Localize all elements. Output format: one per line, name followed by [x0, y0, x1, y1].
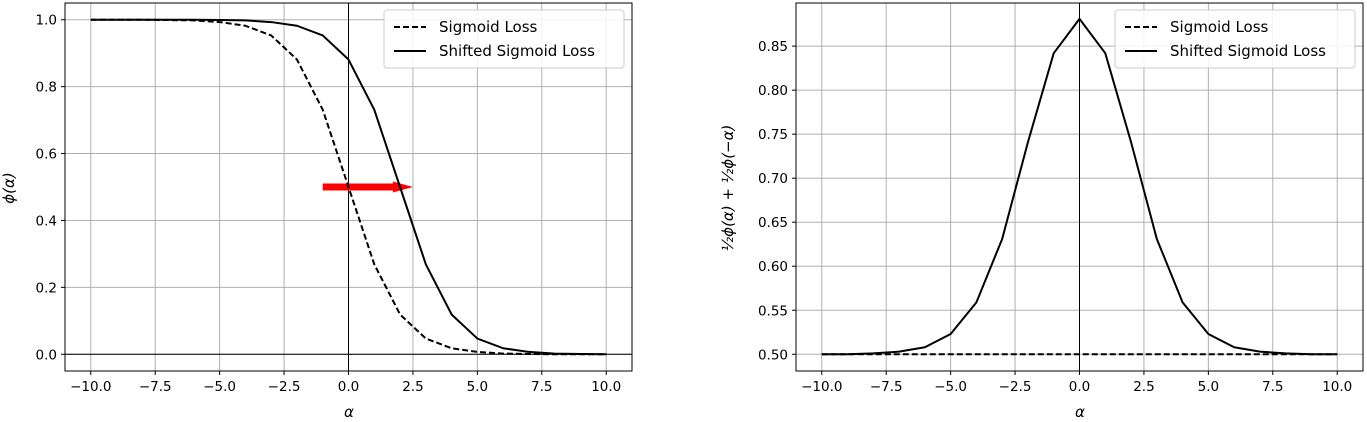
left-legend-label: Shifted Sigmoid Loss: [439, 42, 595, 60]
right-legend-box: [1114, 9, 1356, 69]
shift-arrow: [322, 181, 413, 193]
right-chart: ½ϕ(α) + ½ϕ(−α) α −10.0 −7.5 −5.0 −2.5 0.0 2.5…: [719, 2, 1364, 421]
right-y-tick-label: 0.55: [758, 303, 788, 319]
right-legend-label: Shifted Sigmoid Loss: [1170, 42, 1326, 60]
left-x-axis-label: α: [344, 403, 354, 421]
right-y-axis-label: ½ϕ(α) + ½ϕ(−α): [719, 125, 737, 252]
right-x-axis-label: α: [1075, 403, 1085, 421]
right-x-tick-label: 7.5: [1262, 379, 1283, 395]
left-y-tick-label: 0.6: [36, 147, 57, 163]
left-x-tick-label: 10.0: [591, 379, 621, 395]
left-legend: Sigmoid Loss Shifted Sigmoid Loss: [383, 9, 625, 69]
right-y-tick-label: 0.65: [758, 215, 788, 231]
left-x-tick-label: −10.0: [70, 379, 111, 395]
left-y-tick-label: 0.4: [36, 213, 57, 229]
right-legend: Sigmoid Loss Shifted Sigmoid Loss: [1114, 9, 1356, 69]
right-x-tick-label: 0.0: [1069, 379, 1090, 395]
left-y-tick-label: 0.8: [36, 80, 57, 96]
right-x-tick-label: 2.5: [1133, 379, 1154, 395]
right-x-tick-label: 5.0: [1198, 379, 1219, 395]
right-y-tick-label: 0.50: [758, 347, 788, 363]
left-x-tick-label: 2.5: [402, 379, 423, 395]
right-x-tick-label: 10.0: [1322, 379, 1352, 395]
right-x-tick-label: −2.5: [999, 379, 1032, 395]
right-x-tick-label: −7.5: [870, 379, 903, 395]
left-y-tick-label: 0.2: [36, 280, 57, 296]
right-series-shifted-sigmoid-loss: [821, 17, 1338, 356]
right-y-tick-label: 0.80: [758, 83, 788, 99]
left-y-axis-label: ϕ(α): [0, 172, 18, 204]
left-chart: ϕ(α) α −10.0 −7.5 −5.0 −2.5 0.0 2.5 5.0 7.5 10.0…: [0, 2, 633, 421]
left-x-tick-label: 5.0: [467, 379, 488, 395]
left-legend-box: [383, 9, 625, 69]
left-x-tick-label: 0.0: [338, 379, 359, 395]
right-legend-label: Sigmoid Loss: [1170, 18, 1269, 36]
right-x-tick-label: −10.0: [801, 379, 842, 395]
right-y-tick-label: 0.85: [758, 39, 788, 55]
left-y-tick-label: 1.0: [36, 13, 57, 29]
right-y-tick-label: 0.75: [758, 127, 788, 143]
right-y-tick-label: 0.70: [758, 171, 788, 187]
left-y-tick-label: 0.0: [36, 347, 57, 363]
right-x-tick-label: −5.0: [934, 379, 967, 395]
right-y-tick-label: 0.60: [758, 259, 788, 275]
left-legend-label: Sigmoid Loss: [439, 18, 538, 36]
left-x-tick-label: −2.5: [268, 379, 301, 395]
left-series-shifted-sigmoid-loss: [90, 18, 607, 356]
left-x-tick-label: 7.5: [531, 379, 552, 395]
left-x-tick-label: −5.0: [203, 379, 236, 395]
left-x-tick-label: −7.5: [139, 379, 172, 395]
